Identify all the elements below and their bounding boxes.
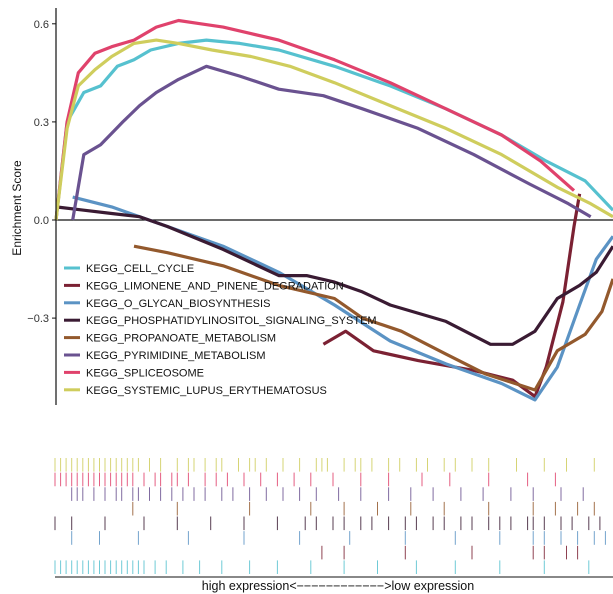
legend-label: KEGG_CELL_CYCLE — [86, 263, 194, 275]
legend-label: KEGG_PYRIMIDINE_METABOLISM — [86, 350, 266, 362]
y-axis: 0.6 0.3 0.0 −0.3 — [27, 8, 57, 405]
legend-label: KEGG_PHOSPHATIDYLINOSITOL_SIGNALING_SYST… — [86, 315, 377, 327]
legend-item: KEGG_SPLICEOSOME — [64, 367, 204, 379]
legend-label: KEGG_PROPANOATE_METABOLISM — [86, 333, 276, 345]
series-line — [55, 205, 613, 346]
rank-rug-plot — [54, 458, 613, 578]
series-line — [54, 18, 576, 221]
series-line — [322, 193, 582, 399]
series-lines — [54, 18, 613, 402]
series-line — [54, 38, 613, 221]
legend-label: KEGG_SYSTEMIC_LUPUS_ERYTHEMATOSUS — [86, 385, 327, 397]
legend-label: KEGG_O_GLYCAN_BIOSYNTHESIS — [86, 298, 270, 310]
legend-label: KEGG_LIMONENE_AND_PINENE_DEGRADATION — [86, 280, 344, 292]
y-tick-label: −0.3 — [27, 313, 49, 325]
legend: KEGG_CELL_CYCLE KEGG_LIMONENE_AND_PINENE_… — [64, 263, 377, 397]
legend-item: KEGG_SYSTEMIC_LUPUS_ERYTHEMATOSUS — [64, 385, 327, 397]
legend-item: KEGG_O_GLYCAN_BIOSYNTHESIS — [64, 298, 270, 310]
legend-item: KEGG_LIMONENE_AND_PINENE_DEGRADATION — [64, 280, 344, 292]
legend-item: KEGG_PHOSPHATIDYLINOSITOL_SIGNALING_SYST… — [64, 315, 377, 327]
legend-item: KEGG_PROPANOATE_METABOLISM — [64, 333, 276, 345]
y-axis-title: Enrichment Score — [10, 160, 24, 256]
legend-item: KEGG_PYRIMIDINE_METABOLISM — [64, 350, 266, 362]
y-tick-label: 0.3 — [34, 117, 49, 129]
legend-label: KEGG_SPLICEOSOME — [86, 367, 204, 379]
y-tick-label: 0.6 — [34, 19, 49, 31]
y-tick-label: 0.0 — [34, 215, 49, 227]
x-axis-caption: high expression<−−−−−−−−−−−−>low express… — [202, 579, 474, 593]
series-line — [54, 38, 613, 221]
series-line — [133, 244, 613, 392]
series-line — [71, 64, 592, 221]
legend-item: KEGG_CELL_CYCLE — [64, 263, 194, 275]
